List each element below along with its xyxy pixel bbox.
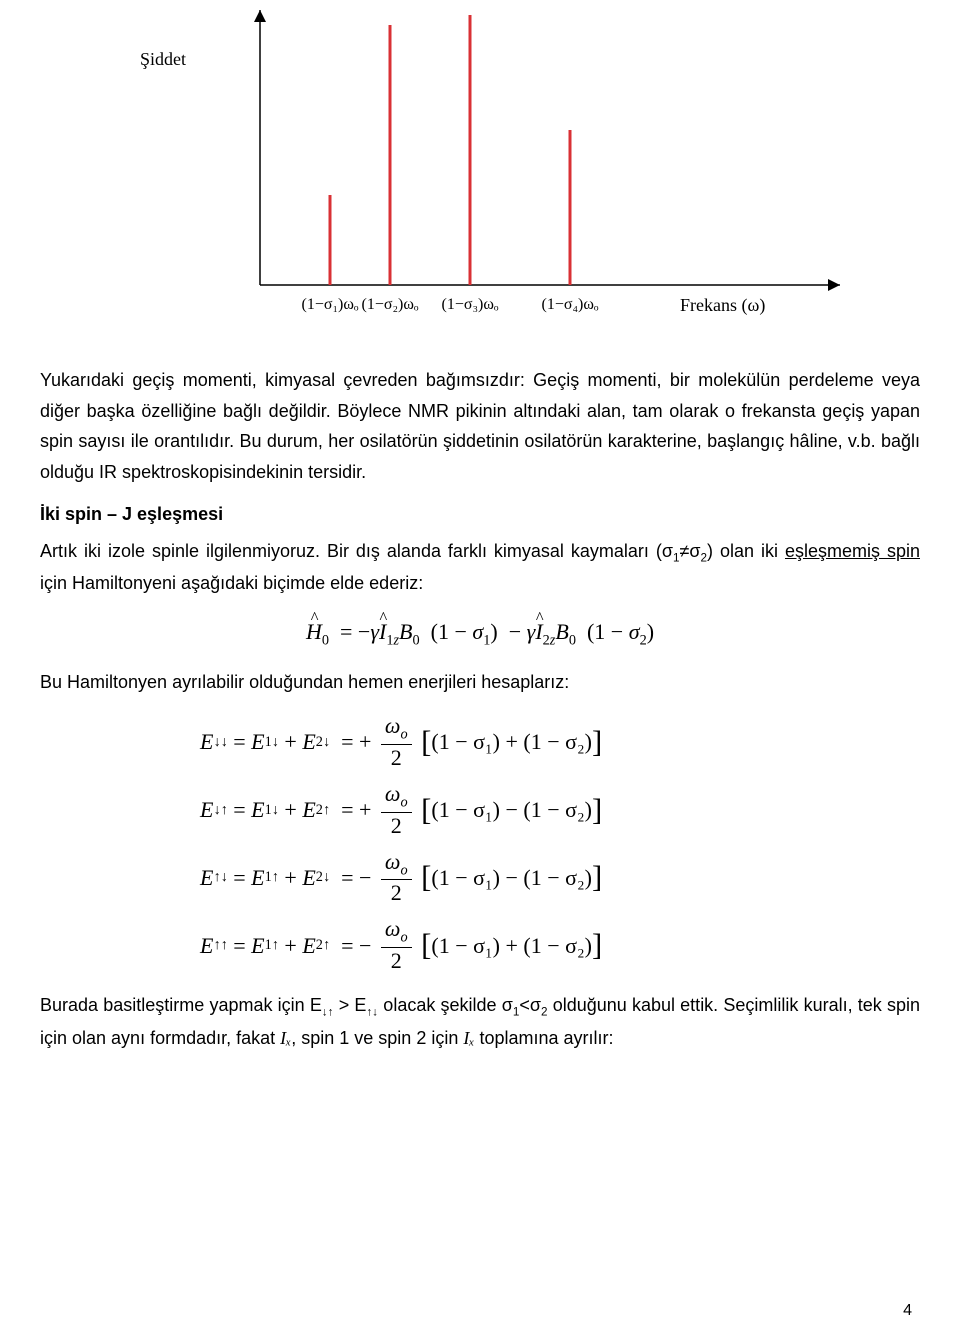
svg-text:Şiddet: Şiddet (140, 49, 186, 69)
page-number: 4 (903, 1302, 912, 1320)
paragraph-3: Bu Hamiltonyen ayrılabilir olduğundan he… (40, 667, 920, 698)
svg-text:(1−σ₃)ωₒ: (1−σ₃)ωₒ (441, 296, 498, 313)
paragraph-2: Artık iki izole spinle ilgilenmiyoruz. B… (40, 536, 920, 599)
svg-text:(1−σ₂)ωₒ: (1−σ₂)ωₒ (361, 296, 418, 313)
equation-hamiltonian: H0 = −γI1zB0 (1 − σ1) − γI2zB0 (1 − σ2) (40, 613, 920, 653)
section-title-two-spin: İki spin – J eşleşmesi (40, 499, 920, 530)
paragraph-1: Yukarıdaki geçiş momenti, kimyasal çevre… (40, 365, 920, 487)
paragraph-4: Burada basitleştirme yapmak için E↓↑ > E… (40, 990, 920, 1053)
svg-text:(1−σ₄)ωₒ: (1−σ₄)ωₒ (541, 296, 598, 313)
equations-energy-levels: E↓↓ = E1↓ + E2↓ = + ωo2 [(1 − σ₁) + (1 −… (200, 715, 760, 972)
nmr-spectrum-chart: Şiddet Frekans (ω) (1−σ₁)ωₒ(1−σ₂)ωₒ (1−σ₃)ω… (100, 0, 860, 335)
svg-text:Frekans (ω): Frekans (ω) (680, 295, 765, 316)
svg-text:(1−σ₁)ωₒ: (1−σ₁)ωₒ (301, 296, 358, 313)
